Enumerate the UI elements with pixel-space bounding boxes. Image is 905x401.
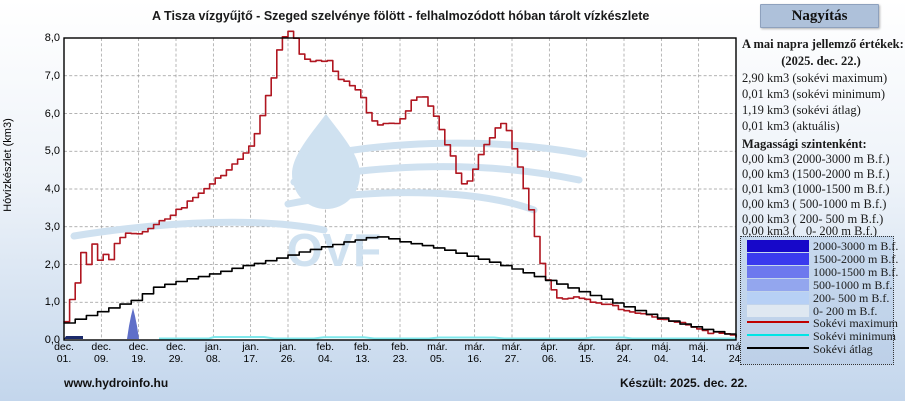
svg-text:OVF: OVF: [287, 224, 382, 276]
